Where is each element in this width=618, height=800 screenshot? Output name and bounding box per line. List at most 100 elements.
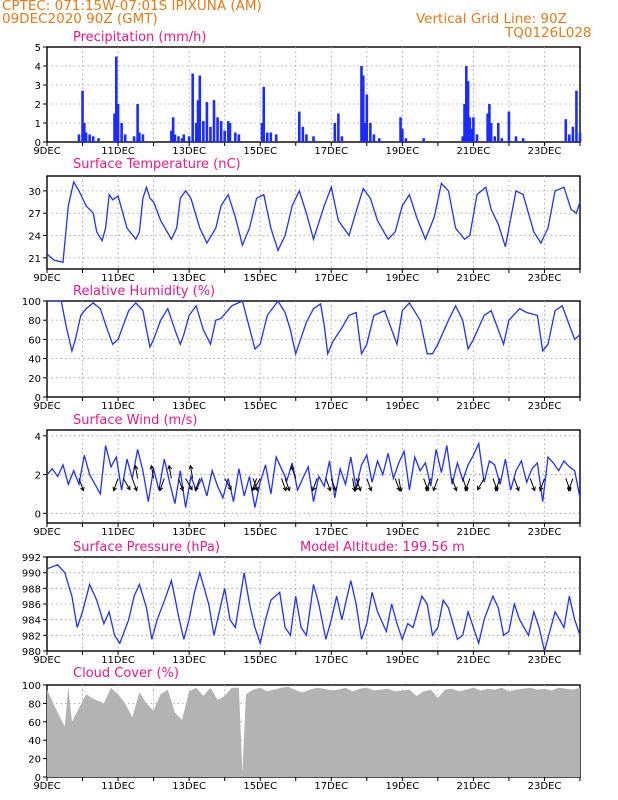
precip-bar (575, 90, 578, 142)
x-tick-label: 13DEC (172, 655, 206, 666)
precip-bar (401, 128, 404, 142)
x-tick-label: 17DEC (314, 781, 348, 792)
x-tick-label: 17DEC (314, 273, 348, 284)
x-tick-label: 11DEC (101, 655, 135, 666)
wind-arrow (149, 464, 155, 479)
precip-bar (475, 134, 479, 142)
x-tick-label: 17DEC (314, 146, 348, 157)
precip-bar (123, 134, 127, 142)
y-tick-label: 984 (22, 616, 41, 627)
precip-bar (500, 138, 504, 142)
plot-frame (46, 429, 581, 524)
y-tick-label: 992 (22, 553, 41, 564)
x-tick-label: 13DEC (172, 527, 206, 538)
precip-bar (212, 100, 216, 142)
wind-arrow (529, 478, 536, 492)
panel-title: Surface Temperature (nC) (73, 157, 241, 172)
precip-bar (461, 136, 465, 142)
x-tick-label: 17DEC (314, 401, 348, 412)
precip-bar (209, 126, 212, 142)
x-tick-label: 11DEC (101, 781, 135, 792)
y-tick-label: 2 (35, 100, 41, 111)
wind-arrow (477, 478, 485, 491)
precip-bar (337, 113, 340, 142)
x-tick-label: 17DEC (314, 527, 348, 538)
header-model-id: TQ0126L028 (505, 25, 592, 41)
precip-bar (568, 134, 571, 142)
x-tick-label: 15DEC (243, 781, 277, 792)
precip-bar (196, 100, 200, 142)
x-tick-label: 13DEC (172, 781, 206, 792)
precip-bar (274, 134, 278, 142)
wind-arrow (354, 478, 361, 492)
wind-arrow (451, 478, 458, 492)
wind-arrow (398, 478, 403, 493)
panel-pres: 980 982 984 986 988 990 992 9DEC 11DEC 13DEC 15DEC… (22, 540, 581, 666)
precip-bar (521, 138, 525, 142)
x-tick-label: 9DEC (33, 527, 60, 538)
wind-arrow (538, 478, 545, 492)
wind-arrow (224, 478, 232, 491)
precip-bar (177, 136, 180, 142)
x-tick-label: 15DEC (243, 527, 277, 538)
model-altitude: Model Altitude: 199.56 m (300, 540, 465, 555)
x-tick-label: 13DEC (172, 273, 206, 284)
precip-bar (472, 117, 475, 142)
x-tick-label: 11DEC (101, 273, 135, 284)
wind-arrow (464, 478, 471, 492)
precip-bar (260, 123, 264, 142)
precip-bar (114, 56, 118, 142)
header-location: CPTEC: 071:15W-07:01S IPIXUNA (AM) (2, 0, 262, 14)
x-tick-label: 23DEC (528, 146, 562, 157)
precip-bar (564, 119, 568, 142)
x-tick-label: 15DEC (243, 146, 277, 157)
precip-bar (198, 75, 202, 142)
panel-wind: 0 2 4 9DEC 11DEC 13DEC 15DEC 17DEC 19DEC 21DEC 23D… (33, 413, 581, 538)
y-tick-label: 986 (22, 600, 41, 611)
precip-bar (372, 134, 376, 142)
precip-bar (88, 134, 91, 142)
x-tick-label: 21DEC (457, 781, 491, 792)
wind-arrow (513, 478, 520, 492)
precip-bar (262, 86, 266, 142)
y-tick-label: 60 (28, 718, 41, 729)
precip-bar (81, 90, 84, 142)
precip-bar (489, 123, 493, 142)
panel-temp: 21 24 27 30 9DEC 11DEC 13DEC 15DEC 17DEC 19DEC 21D… (28, 157, 581, 284)
wind-arrow (194, 478, 201, 492)
y-tick-label: 0 (35, 773, 41, 784)
precip-bar (266, 132, 269, 142)
wind-arrow (494, 478, 501, 492)
y-tick-label: 60 (28, 335, 41, 346)
precip-bar (514, 136, 518, 142)
panel-title: Surface Wind (m/s) (73, 413, 197, 428)
precip-bar (136, 104, 139, 142)
precip-bar (365, 94, 369, 142)
precip-bar (361, 75, 365, 142)
wind-arrow (366, 478, 373, 492)
precip-bar (237, 134, 241, 142)
y-tick-label: 20 (28, 374, 41, 385)
header-run-time: 09DEC2020 90Z (GMT) (2, 11, 158, 27)
wind-arrow (158, 478, 165, 492)
precip-bar (205, 102, 209, 142)
panel-title: Surface Pressure (hPa) (73, 540, 220, 555)
x-tick-label: 17DEC (314, 655, 348, 666)
y-tick-label: 4 (35, 62, 41, 73)
precip-bar (138, 132, 141, 142)
x-tick-label: 13DEC (172, 401, 206, 412)
precip-bar (486, 113, 489, 142)
series-line-wind (46, 441, 581, 508)
y-tick-label: 0 (35, 509, 41, 520)
precip-bar (234, 132, 237, 142)
precip-bar (120, 123, 123, 142)
precip-bar (466, 81, 470, 142)
precip-bar (360, 66, 363, 142)
precip-bar (226, 121, 230, 142)
x-tick-label: 11DEC (101, 527, 135, 538)
panel-precip: 0 1 2 3 4 5 9DEC 11DEC 13DEC 15DEC 17DEC 19DEC 21DEC… (33, 30, 582, 157)
precip-bar (463, 104, 466, 142)
x-tick-label: 19DEC (385, 401, 419, 412)
precip-bar (340, 136, 344, 142)
